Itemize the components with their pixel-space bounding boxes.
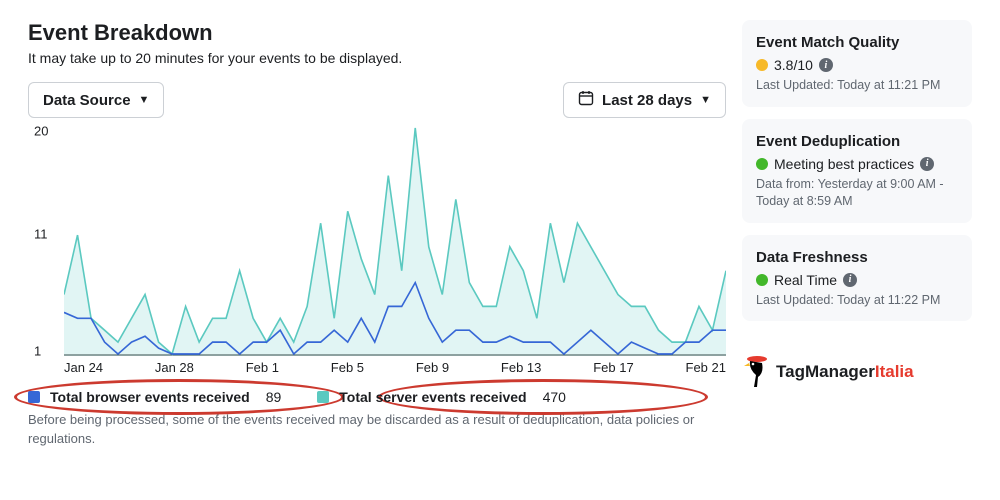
legend-swatch-server	[317, 391, 329, 403]
bird-icon	[742, 355, 772, 389]
legend-label-server: Total server events received	[339, 389, 526, 405]
x-axis: Jan 24 Jan 28 Feb 1 Feb 5 Feb 9 Feb 13 F…	[64, 360, 726, 375]
brand-text-2: Italia	[875, 362, 914, 381]
xtick-label: Feb 17	[593, 360, 633, 375]
xtick-label: Jan 28	[155, 360, 194, 375]
chevron-down-icon: ▼	[139, 94, 150, 106]
fresh-status: Real Time	[774, 272, 837, 288]
data-source-label: Data Source	[43, 92, 131, 109]
card-freshness: Data Freshness Real Time i Last Updated:…	[742, 235, 972, 322]
info-icon[interactable]: i	[920, 157, 934, 171]
dedup-status: Meeting best practices	[774, 156, 914, 172]
footer-note: Before being processed, some of the even…	[28, 411, 726, 449]
status-dot	[756, 274, 768, 286]
card-title: Event Deduplication	[756, 133, 958, 150]
legend-swatch-browser	[28, 391, 40, 403]
brand-text-1: TagManager	[776, 362, 875, 381]
card-meta: Last Updated: Today at 11:22 PM	[756, 292, 958, 310]
card-deduplication: Event Deduplication Meeting best practic…	[742, 119, 972, 223]
xtick-label: Feb 5	[331, 360, 364, 375]
status-dot	[756, 59, 768, 71]
event-chart: 20 11 1	[64, 126, 726, 356]
xtick-label: Jan 24	[64, 360, 103, 375]
xtick-label: Feb 9	[416, 360, 449, 375]
brand-logo: TagManagerItalia	[742, 355, 972, 389]
legend-item-server: Total server events received 470	[317, 389, 566, 405]
calendar-icon	[578, 90, 594, 110]
date-range-label: Last 28 days	[602, 92, 692, 109]
status-dot	[756, 158, 768, 170]
card-title: Event Match Quality	[756, 34, 958, 51]
ytick-label: 20	[34, 123, 48, 138]
legend-value-browser: 89	[266, 389, 282, 405]
chart-legend: Total browser events received 89 Total s…	[28, 389, 726, 405]
xtick-label: Feb 21	[686, 360, 726, 375]
card-meta: Last Updated: Today at 11:21 PM	[756, 77, 958, 95]
info-icon[interactable]: i	[819, 58, 833, 72]
xtick-label: Feb 1	[246, 360, 279, 375]
card-meta: Data from: Yesterday at 9:00 AM - Today …	[756, 176, 958, 211]
legend-value-server: 470	[543, 389, 566, 405]
card-match-quality: Event Match Quality 3.8/10 i Last Update…	[742, 20, 972, 107]
ytick-label: 1	[34, 344, 41, 359]
data-source-dropdown[interactable]: Data Source ▼	[28, 82, 164, 118]
page-title: Event Breakdown	[28, 20, 726, 46]
xtick-label: Feb 13	[501, 360, 541, 375]
legend-label-browser: Total browser events received	[50, 389, 250, 405]
info-icon[interactable]: i	[843, 273, 857, 287]
legend-item-browser: Total browser events received 89	[28, 389, 281, 405]
ytick-label: 11	[34, 227, 48, 242]
page-subtitle: It may take up to 20 minutes for your ev…	[28, 50, 726, 66]
chevron-down-icon: ▼	[700, 94, 711, 106]
match-score: 3.8/10	[774, 57, 813, 73]
card-title: Data Freshness	[756, 249, 958, 266]
date-range-dropdown[interactable]: Last 28 days ▼	[563, 82, 726, 118]
